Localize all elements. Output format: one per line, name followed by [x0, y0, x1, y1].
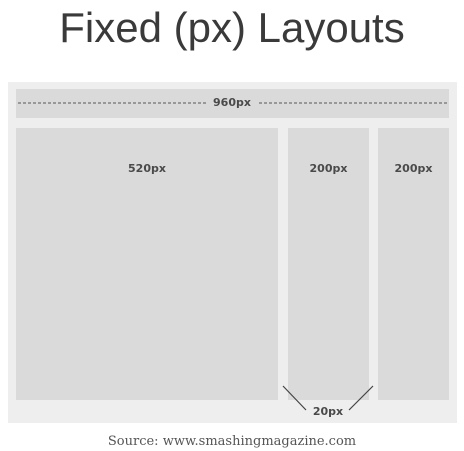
- main-column-block: [16, 128, 278, 400]
- gutter-pointer-right: [348, 385, 374, 411]
- right-sidebar-label: 200px: [394, 162, 433, 175]
- page-title: Fixed (px) Layouts: [59, 4, 405, 51]
- container-width-label: 960px: [0, 96, 464, 109]
- gutter-pointer-left: [282, 385, 307, 411]
- main-column-label: 520px: [128, 162, 166, 175]
- right-sidebar-block: [378, 128, 449, 400]
- source-credit: Source: www.smashingmagazine.com: [107, 434, 357, 449]
- gutter-label: 20px: [312, 405, 344, 418]
- left-sidebar-label: 200px: [309, 162, 348, 175]
- left-sidebar-block: [288, 128, 369, 400]
